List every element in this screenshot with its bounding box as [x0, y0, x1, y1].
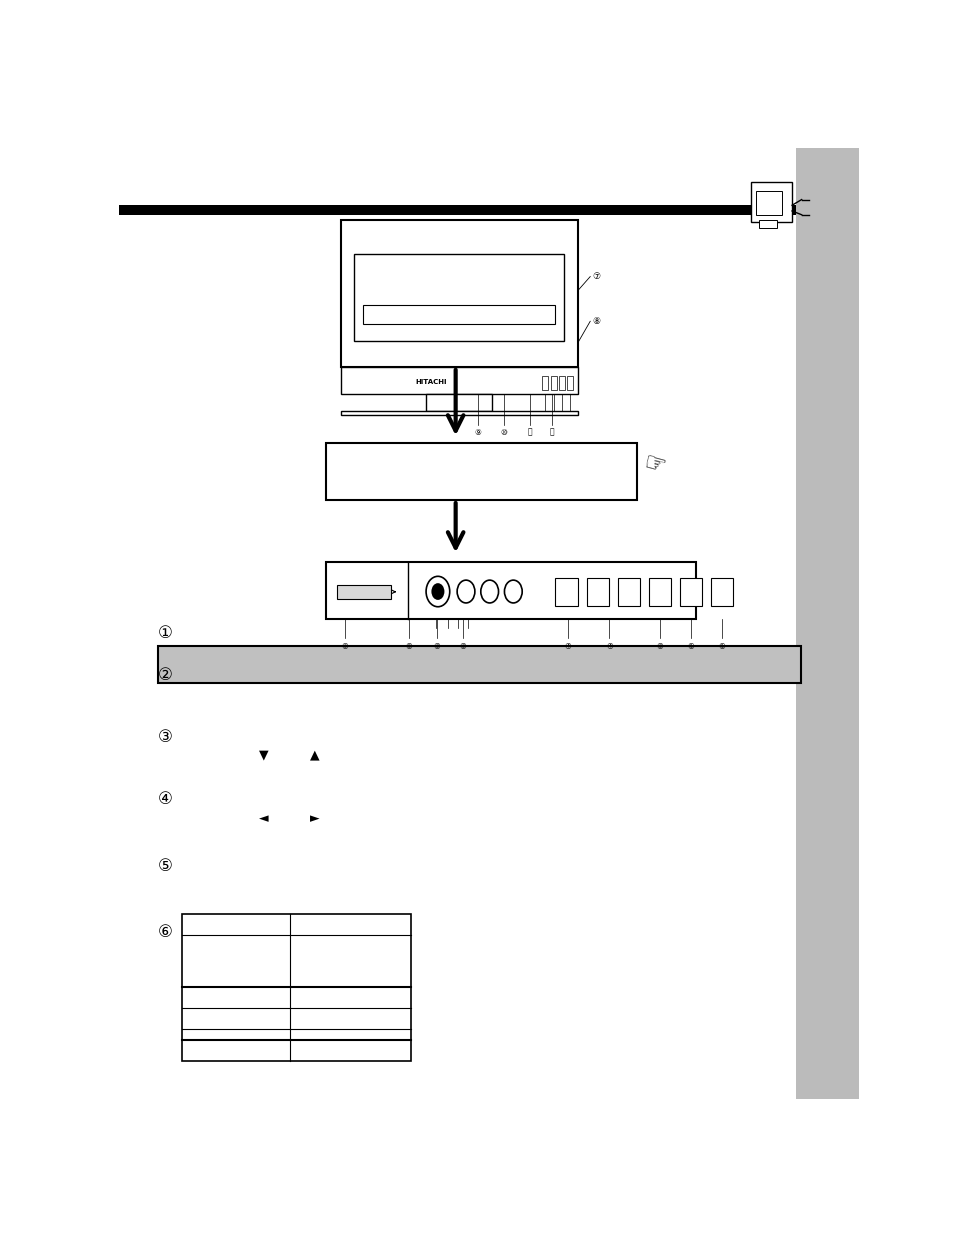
- Bar: [551, 377, 557, 390]
- Bar: [558, 377, 564, 390]
- Text: ⑦: ⑦: [592, 272, 600, 282]
- Text: ③: ③: [157, 729, 172, 746]
- Text: ▼: ▼: [258, 748, 268, 762]
- Text: ⑫: ⑫: [549, 427, 554, 437]
- Bar: [326, 443, 636, 500]
- Bar: [586, 578, 608, 606]
- Text: ►: ►: [310, 813, 319, 825]
- Bar: [617, 578, 639, 606]
- Bar: [751, 183, 791, 222]
- Text: ⑨: ⑨: [474, 427, 480, 437]
- Bar: [337, 584, 390, 599]
- Bar: [758, 221, 777, 228]
- Bar: [354, 253, 564, 341]
- Bar: [341, 411, 577, 415]
- Text: ①: ①: [718, 642, 724, 651]
- Text: ②: ②: [157, 667, 172, 684]
- Bar: [648, 578, 670, 606]
- Bar: [710, 578, 732, 606]
- Text: ④: ④: [157, 790, 172, 808]
- Text: ◄: ◄: [258, 813, 268, 825]
- Bar: [341, 220, 577, 367]
- Text: ⑩: ⑩: [499, 427, 507, 437]
- Text: ⑥: ⑥: [341, 642, 348, 651]
- Text: ④: ④: [564, 642, 571, 651]
- Bar: [795, 148, 858, 1099]
- Text: HITACHI: HITACHI: [415, 379, 446, 385]
- Bar: [119, 205, 795, 215]
- Bar: [426, 394, 492, 411]
- Text: ⑤: ⑤: [157, 857, 172, 874]
- Bar: [541, 377, 547, 390]
- Text: ▲: ▲: [310, 748, 319, 762]
- Bar: [182, 914, 411, 1061]
- Text: ⑧: ⑧: [592, 316, 600, 326]
- Bar: [341, 367, 577, 394]
- Text: ③: ③: [656, 642, 662, 651]
- Bar: [157, 646, 801, 683]
- Circle shape: [431, 583, 444, 600]
- Text: ①: ①: [157, 624, 172, 642]
- Bar: [326, 562, 696, 619]
- Bar: [567, 377, 573, 390]
- Bar: [679, 578, 701, 606]
- Text: ④: ④: [605, 642, 612, 651]
- Bar: [363, 305, 555, 324]
- Text: ⑪: ⑪: [527, 427, 532, 437]
- Bar: [555, 578, 578, 606]
- Text: ⑥: ⑥: [157, 924, 172, 941]
- Bar: [755, 191, 781, 215]
- Text: ③: ③: [459, 642, 466, 651]
- Text: ☞: ☞: [640, 451, 668, 480]
- Text: ⑤: ⑤: [405, 642, 412, 651]
- Text: ①: ①: [686, 642, 694, 651]
- Text: ③: ③: [434, 642, 440, 651]
